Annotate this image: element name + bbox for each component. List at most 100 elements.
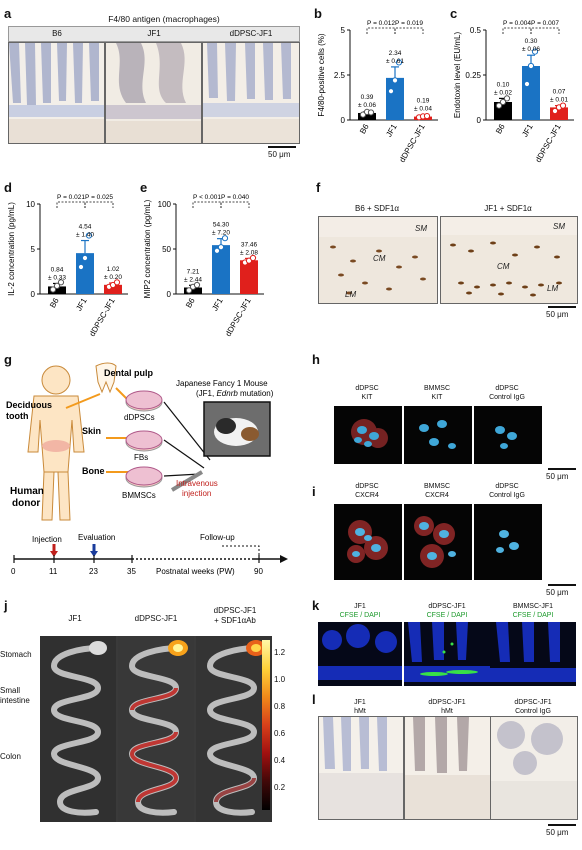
e-valuelabel-2-0: 37.46	[241, 241, 258, 248]
colorbar-tick-4: 0.6	[274, 729, 286, 738]
j-organ-stomach: Stomach	[0, 650, 32, 659]
timeline-injection-label: Injection	[32, 535, 62, 544]
label-ddpscs: dDPSCs	[124, 413, 155, 422]
h-title-1: dDPSC KIT	[355, 385, 379, 401]
panel-label-i: i	[312, 484, 316, 499]
c-valuelabel-2-0: 0.07	[553, 88, 566, 95]
d-bar-2	[104, 284, 122, 294]
fluor-k-bmmsc	[490, 622, 576, 686]
schematic-g: Dental pulp Deciduous tooth Skin Bone Hu…	[6, 362, 288, 576]
e-category-1: JF1	[210, 296, 225, 313]
b-pbracket-1	[394, 27, 424, 34]
panel-label-b: b	[314, 6, 322, 21]
l-title-3: dDPSC-JF1 Control IgG	[514, 699, 552, 715]
d-valuelabel-0-0: 0.84	[51, 266, 64, 273]
c-point-2-0	[551, 107, 559, 115]
b-yticklabel-0: 0	[341, 116, 346, 125]
d-valuelabel-2-0: 1.02	[107, 266, 120, 273]
d-valuelabel-1-1: ± 1.40	[76, 232, 94, 239]
mouse-body-brown	[241, 427, 259, 441]
fluor-i-ddpsc-cxcr4	[334, 504, 402, 580]
e-bar-2	[240, 260, 258, 294]
panel-f-title-jf1: JF1 + SDF1α	[484, 204, 532, 213]
e-pbracket-0	[192, 201, 222, 208]
micrograph-l-jf1	[318, 716, 404, 820]
b-valuelabel-1-1: ± 0.61	[386, 58, 404, 65]
f-b6-layer-lm: LM	[345, 290, 356, 299]
d-point-0-2	[57, 279, 65, 286]
label-bmmscs: BMMSCs	[122, 491, 156, 500]
micrograph-a-jf1	[105, 42, 202, 144]
c-point-2-2	[559, 102, 567, 109]
c-point-0-0	[495, 102, 503, 109]
arrow-bmmsc-mouse	[163, 473, 201, 477]
b-point-1-2	[395, 59, 403, 66]
d-point-1-0	[77, 263, 85, 271]
e-valuelabel-1-0: 54.30	[213, 222, 230, 229]
d-ylabel: IL-2 concentration (pg/mL)	[7, 202, 16, 296]
colorbar-tick-6: 0.2	[274, 783, 286, 792]
panel-a-group-jf1: JF1	[147, 29, 161, 38]
panel-label-g: g	[4, 352, 12, 367]
c-bar-1	[522, 66, 540, 120]
colorbar-j	[262, 640, 270, 810]
human-body-icon	[27, 365, 85, 521]
panel-label-a: a	[4, 6, 12, 21]
d-category-0: B6	[48, 296, 61, 309]
b-pvalue-0: P = 0.012	[367, 20, 395, 27]
c-valuelabel-0-1: ± 0.02	[494, 89, 512, 96]
b-ylabel: F4/80-positive cells (%)	[317, 33, 326, 116]
panel-f-title-b6: B6 + SDF1α	[355, 204, 399, 213]
micrograph-a-ddpsc-art	[203, 43, 299, 143]
label-fbs: FBs	[134, 453, 148, 462]
c-pvalue-1: P = 0.007	[531, 20, 559, 27]
dish-ddpsc-icon	[125, 390, 163, 412]
panel-a-group-ddpsc: dDPSC-JF1	[229, 29, 273, 38]
dish-fb-icon	[125, 430, 163, 452]
c-point-0-2	[503, 95, 511, 102]
panel-label-e: e	[140, 180, 148, 195]
colorbar-ticks-j: 1.2 1.0 0.8 0.6 0.4 0.2	[274, 640, 294, 810]
micrograph-f-jf1-art: SM CM LM	[441, 217, 577, 297]
panel-label-l: l	[312, 692, 316, 707]
d-pvalue-0: P = 0.021	[57, 194, 85, 201]
scale-bar-h	[548, 468, 576, 470]
b-valuelabel-0-1: ± 0.06	[358, 102, 376, 109]
fluor-h-bmmsc-kit	[404, 406, 472, 464]
f-jf1-layer-cm: CM	[497, 262, 510, 271]
fluor-i-ddpsc-igg	[474, 504, 542, 580]
b-point-1-1	[391, 77, 399, 84]
micrograph-a-b6-art	[9, 43, 104, 143]
injection-arrowhead-icon	[50, 551, 58, 557]
b-bar-1	[386, 77, 404, 120]
scale-text-a: 50 μm	[268, 150, 291, 159]
micrograph-f-b6-art: SM CM LM	[319, 217, 437, 299]
d-point-1-2	[85, 232, 93, 239]
b-point-2-2	[423, 112, 431, 120]
tick-0: 0	[11, 567, 16, 576]
e-ylabel: MIP2 concentration (pg/mL)	[143, 199, 152, 298]
tick-35: 35	[127, 567, 136, 576]
micrograph-a-b6	[8, 42, 105, 144]
e-pvalue-1: P = 0.040	[221, 194, 249, 201]
colorbar-tick-1: 1.2	[274, 648, 286, 657]
fluor-k-jf1	[318, 622, 402, 686]
e-yticklabel-2: 100	[158, 200, 172, 209]
f-jf1-layer-sm: SM	[553, 222, 565, 231]
e-valuelabel-0-0: 7.21	[187, 268, 200, 275]
scale-text-h: 50 μm	[546, 472, 569, 481]
c-category-0: B6	[494, 122, 507, 135]
j-organ-small-intestine: Small intestine	[0, 686, 30, 705]
panel-label-d: d	[4, 180, 12, 195]
d-point-0-0	[49, 286, 57, 293]
k-title-2: dDPSC-JF1 CFSE / DAPI	[426, 603, 468, 619]
label-deciduous-tooth-2: tooth	[6, 411, 29, 421]
b-bar-0	[358, 112, 376, 120]
b-point-1-0	[387, 88, 395, 95]
panel-label-c: c	[450, 6, 458, 21]
micrograph-f-jf1: SM CM LM	[440, 216, 578, 304]
b-category-2: dDPSC-JF1	[398, 122, 427, 164]
b-valuelabel-1-0: 2.34	[389, 50, 402, 57]
e-point-1-2	[221, 235, 229, 242]
label-dental-pulp: Dental pulp	[104, 368, 154, 378]
